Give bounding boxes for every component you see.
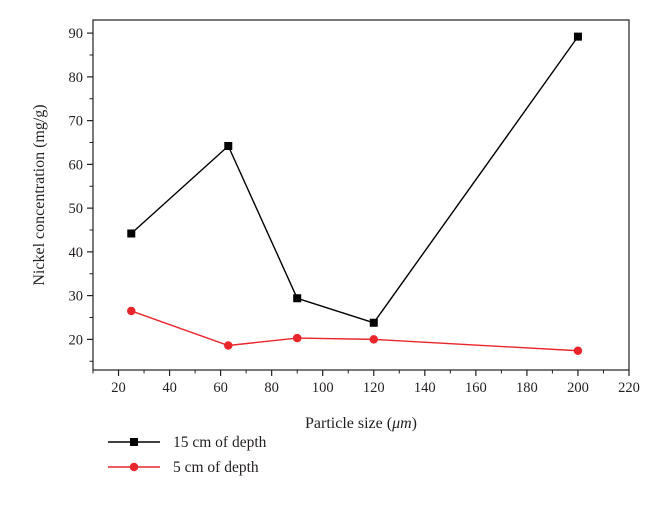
data-point (224, 142, 233, 150)
x-tick-label: 200 (567, 380, 589, 396)
y-tick-label: 60 (69, 157, 84, 173)
x-tick-label: 120 (363, 380, 385, 396)
legend-label: 15 cm of depth (173, 434, 267, 451)
data-point (292, 333, 302, 343)
data-point (573, 32, 582, 41)
data-point (369, 318, 378, 327)
x-tick-label: 60 (213, 380, 228, 396)
y-axis-title: Nickel concentration (mg/g) (31, 104, 48, 285)
x-tick-label: 40 (162, 380, 177, 396)
x-axis-title: Particle size (μm) (305, 415, 417, 432)
x-tick-label: 160 (465, 380, 487, 396)
data-point (293, 294, 302, 303)
data-point (224, 341, 233, 350)
legend-marker (129, 462, 139, 472)
y-tick-label: 20 (69, 332, 84, 348)
x-tick-label: 80 (264, 380, 279, 396)
legend-label: 5 cm of depth (173, 459, 259, 476)
y-axis: 20 30 40 50 60 70 80 90 (69, 26, 93, 362)
y-tick-label: 30 (69, 289, 84, 305)
series-layer (127, 32, 583, 355)
data-point (573, 346, 583, 355)
data-point (369, 335, 379, 344)
legend: 15 cm of depth 5 cm of depth (108, 434, 267, 476)
x-tick-label: 220 (618, 380, 640, 396)
y-tick-label: 40 (69, 245, 84, 261)
legend-marker (130, 438, 138, 446)
x-tick-label: 180 (516, 380, 538, 396)
x-axis: 20 40 60 80 100 120 140 160 180 200 220 (92, 370, 640, 396)
y-tick-label: 70 (69, 114, 84, 130)
x-tick-label: 140 (414, 380, 436, 396)
series-line (130, 36, 579, 324)
y-tick-label: 80 (69, 70, 84, 86)
x-tick-label: 100 (312, 380, 334, 396)
data-point (127, 306, 136, 316)
y-tick-label: 50 (69, 201, 84, 217)
data-point (127, 229, 136, 238)
y-tick-label: 90 (69, 26, 84, 42)
plot-frame (92, 19, 630, 371)
x-tick-label: 20 (111, 380, 126, 396)
